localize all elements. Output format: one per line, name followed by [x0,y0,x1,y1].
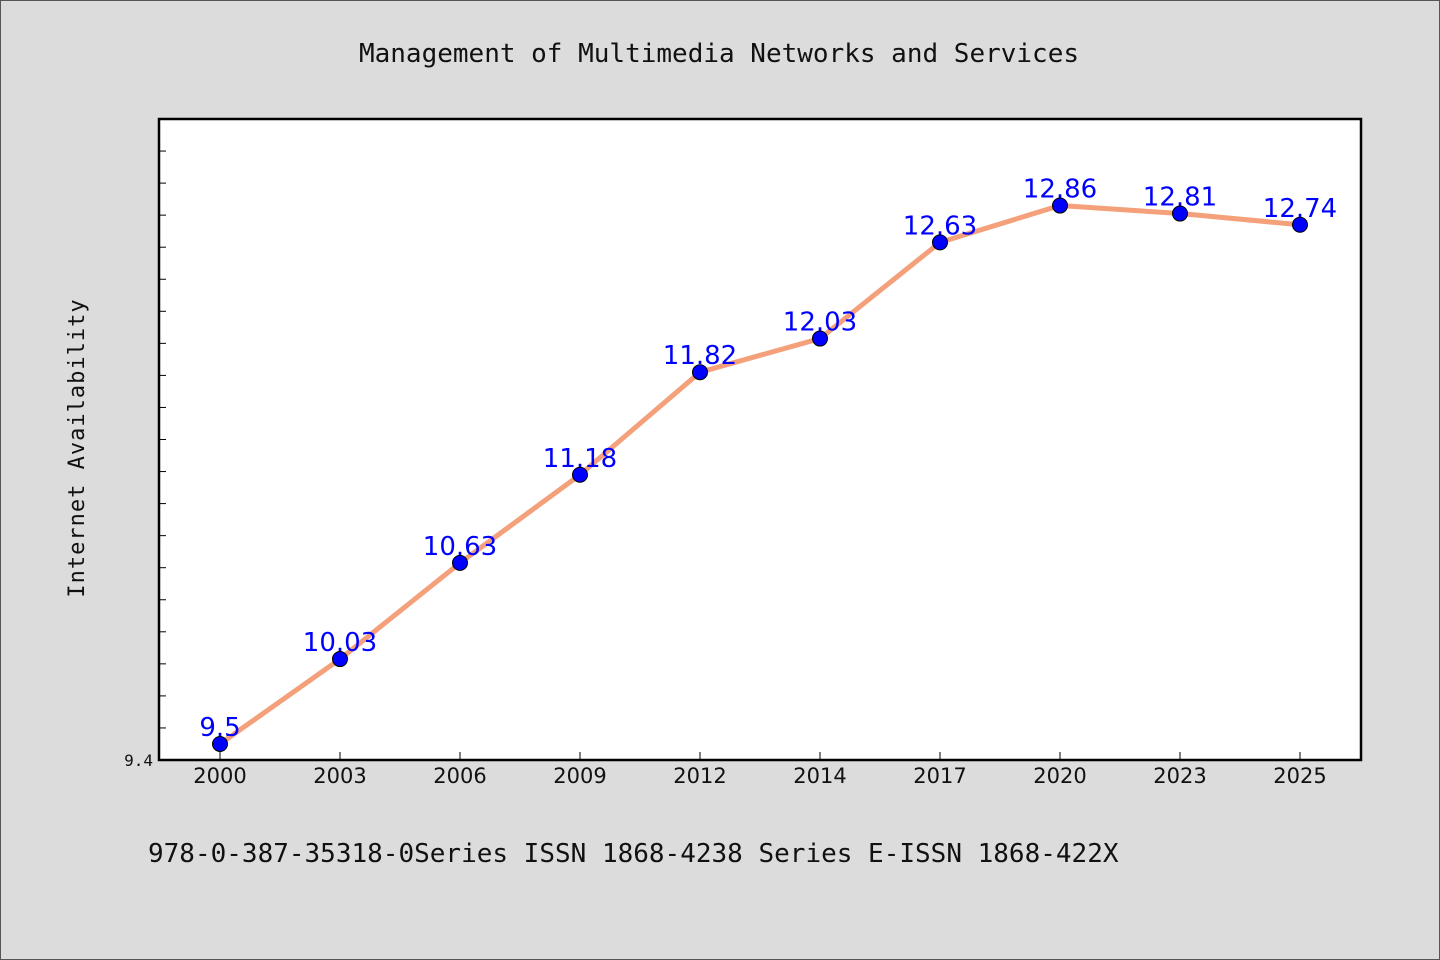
x-tick-label: 2023 [1153,764,1206,788]
data-label: 12.86 [1023,175,1097,205]
data-point [332,651,348,668]
data-point [1292,216,1308,233]
data-point [1052,197,1068,214]
data-label: 12.74 [1263,194,1337,224]
x-tick-label: 2006 [433,764,486,788]
chart-title: Management of Multimedia Networks and Se… [359,39,1079,69]
data-point [812,330,828,347]
series-layer: 9.5 10.03 10.63 11.18 11.82 12.03 12.63 12.86 12… [199,175,1337,752]
x-tick-label: 2003 [313,764,366,788]
data-label: 10.03 [303,628,377,658]
x-tick-label: 2009 [553,764,606,788]
x-tick-label: 2014 [793,764,846,788]
data-point [452,554,468,571]
x-tick-label: 2017 [913,764,966,788]
x-axis-ticks: 2000 2003 2006 2009 2012 2014 2017 2020 2023 2025 [193,752,1327,788]
data-point [1172,205,1188,222]
x-tick-label: 2025 [1273,764,1326,788]
data-label: 10.63 [423,532,497,562]
y-axis-ticks: 9.4 [124,150,166,770]
data-label: 11.82 [663,341,737,371]
data-label: 12.03 [783,308,857,338]
y-axis-label: Internet Availability [65,298,90,597]
data-label: 11.18 [543,444,617,474]
plot-area [157,117,1363,762]
x-tick-label: 2012 [673,764,726,788]
footer-isbn-text: 978-0-387-35318-0Series ISSN 1868-4238 S… [148,839,1119,869]
data-label: 12.63 [903,211,977,241]
x-tick-label: 2000 [193,764,246,788]
data-point [212,735,228,752]
data-label: 12.81 [1143,183,1217,213]
data-point [692,364,708,381]
data-label: 9.5 [199,713,240,743]
data-point [932,234,948,251]
y-tick-label: 9.4 [124,751,153,770]
series-line [217,203,1303,747]
x-tick-label: 2020 [1033,764,1086,788]
data-point [572,466,588,483]
